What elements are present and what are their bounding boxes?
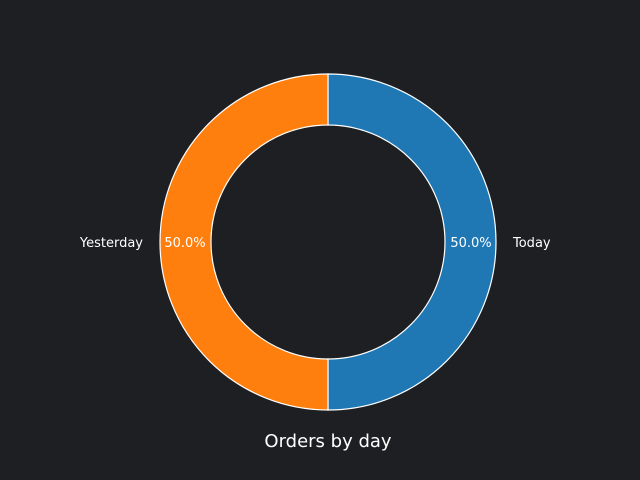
slice-today: [327, 73, 497, 411]
slice-label-today: Today: [512, 236, 551, 251]
labels-layer: 50.0% Today 50.0% Yesterday: [79, 236, 551, 251]
chart-title: Orders by day: [264, 431, 392, 452]
slices-layer: [159, 73, 497, 411]
pct-label-today: 50.0%: [450, 236, 491, 251]
slice-label-yesterday: Yesterday: [79, 236, 143, 251]
slice-yesterday: [159, 73, 329, 411]
pct-label-yesterday: 50.0%: [164, 236, 205, 251]
